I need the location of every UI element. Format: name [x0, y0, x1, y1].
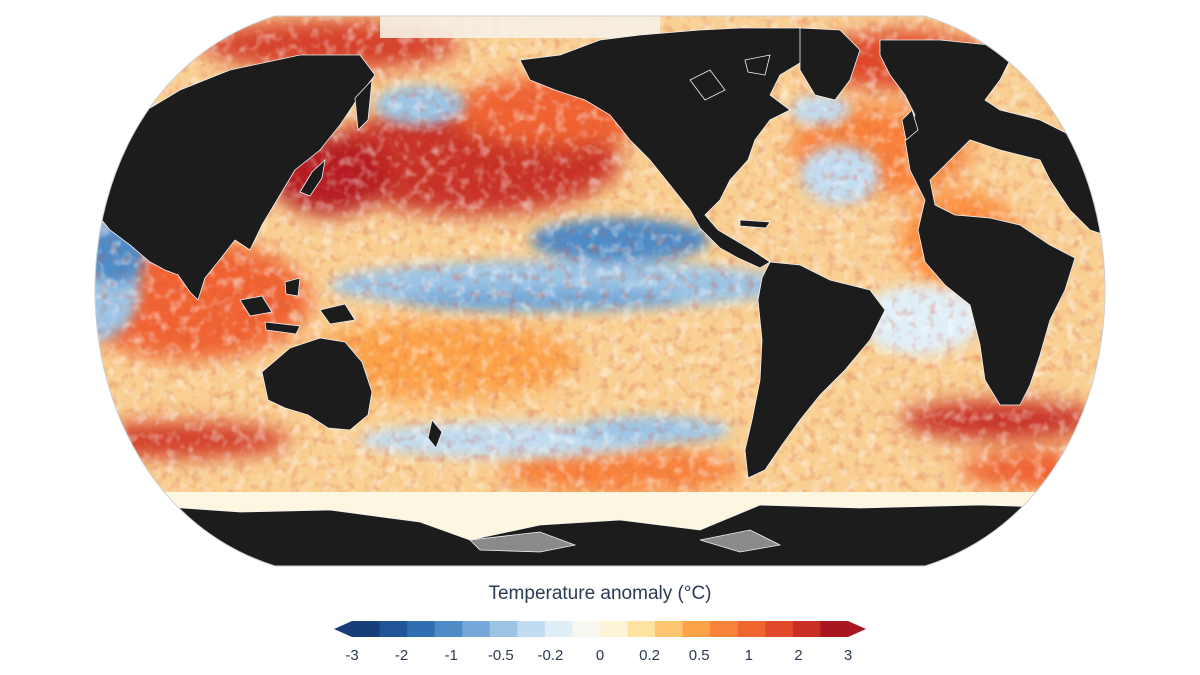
colorbar-tick-label: 1 — [745, 647, 753, 664]
colorbar-swatch — [655, 621, 684, 637]
land-ice-shelf-ross — [469, 531, 577, 553]
colorbar-tick-label: 0 — [596, 647, 604, 664]
colorbar-swatch — [379, 621, 408, 637]
colorbar-tick-label: 2 — [794, 647, 802, 664]
colorbar-swatch — [682, 621, 711, 637]
colorbar-under-arrow — [334, 621, 352, 637]
colorbar-swatch — [765, 621, 794, 637]
colorbar-tick-label: 3 — [844, 647, 852, 664]
legend-title: Temperature anomaly (°C) — [488, 583, 712, 604]
colorbar-tick-label: -1 — [445, 647, 458, 664]
colorbar-swatch — [820, 621, 849, 637]
colorbar-swatch — [572, 621, 601, 637]
land-japan — [299, 158, 326, 197]
land-antarctica — [95, 499, 1105, 566]
globe-outline — [94, 15, 1106, 567]
land-europe-africa-asia-east — [879, 39, 1105, 406]
land-australia — [261, 337, 373, 431]
land-south-america — [744, 261, 886, 479]
colorbar-tick-label: -2 — [395, 647, 408, 664]
colorbar-swatch — [544, 621, 573, 637]
colorbar-swatch — [462, 621, 491, 637]
colorbar-swatch — [627, 621, 656, 637]
land-new-zealand — [427, 419, 443, 449]
world-map — [94, 15, 1106, 567]
ocean-layer — [95, 16, 1105, 566]
colorbar-swatch — [407, 621, 436, 637]
colorbar-tick-label: -3 — [345, 647, 358, 664]
colorbar-tick-label: -0.5 — [488, 647, 514, 664]
colorbar-swatch — [710, 621, 739, 637]
land-indonesia — [239, 277, 356, 335]
colorbar-tick-label: 0.2 — [639, 647, 660, 664]
colorbar-legend: Temperature anomaly (°C) -3 -2 -1 -0.5 -0.2 0… — [0, 575, 1200, 675]
colorbar: -3 -2 -1 -0.5 -0.2 0 0.2 0.5 1 2 3 — [334, 621, 866, 664]
colorbar-swatch — [737, 621, 766, 637]
land-greenland — [799, 27, 861, 101]
colorbar-swatch — [792, 621, 821, 637]
colorbar-tick-label: 0.5 — [689, 647, 710, 664]
land-kamchatka — [354, 78, 373, 131]
colorbar-swatch — [352, 621, 381, 637]
land-ice-shelf-weddell — [699, 529, 782, 553]
colorbar-over-arrow — [848, 621, 866, 637]
colorbar-swatch — [489, 621, 518, 637]
colorbar-swatch — [517, 621, 546, 637]
sst-anomaly-map — [94, 15, 1106, 567]
colorbar-tick-label: -0.2 — [537, 647, 563, 664]
land-arctic-islands — [689, 54, 771, 101]
colorbar-swatch — [434, 621, 463, 637]
land-north-america — [519, 27, 806, 269]
land-uk — [901, 109, 919, 141]
colorbar-swatch — [600, 621, 629, 637]
land-caribbean — [739, 219, 771, 229]
land-madagascar — [1101, 339, 1105, 387]
